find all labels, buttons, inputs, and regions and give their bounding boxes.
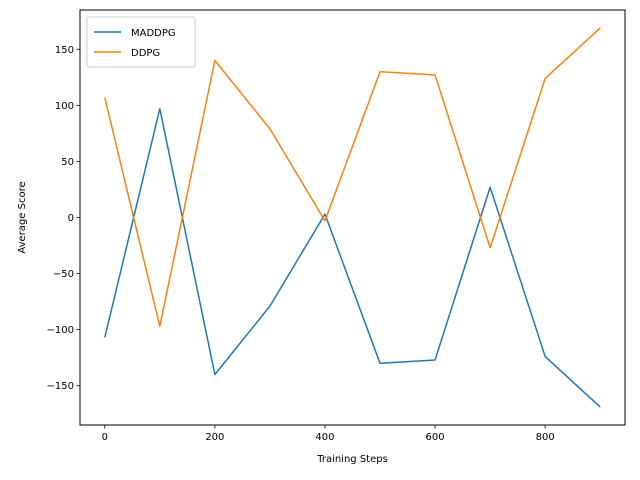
plot-lines [104, 27, 601, 408]
legend: MADDPG DDPG [86, 16, 196, 68]
y-axis-label: Average Score [17, 181, 28, 253]
legend-label-ddpg: DDPG [131, 48, 160, 59]
x-tick-label: 200 [205, 432, 224, 443]
series-line-ddpg [104, 27, 601, 328]
y-tick-label: 50 [61, 157, 74, 168]
x-axis-label: Training Steps [316, 454, 388, 465]
y-axis-ticks: −150 −100 −50 0 50 100 150 [47, 45, 80, 392]
y-tick-label: −150 [47, 381, 74, 392]
y-tick-label: −50 [53, 269, 74, 280]
y-tick-label: 0 [68, 213, 74, 224]
x-tick-label: 400 [315, 432, 334, 443]
x-tick-label: 600 [426, 432, 445, 443]
series-line-maddpg [104, 107, 601, 408]
legend-label-maddpg: MADDPG [131, 28, 176, 39]
y-tick-label: 100 [55, 101, 74, 112]
x-tick-label: 0 [102, 432, 108, 443]
plot-frame [79, 9, 626, 426]
legend-box [86, 16, 196, 68]
y-tick-label: 150 [55, 45, 74, 56]
x-tick-label: 800 [536, 432, 555, 443]
x-axis-ticks: 0 200 400 600 800 [102, 425, 555, 443]
y-tick-label: −100 [47, 325, 74, 336]
